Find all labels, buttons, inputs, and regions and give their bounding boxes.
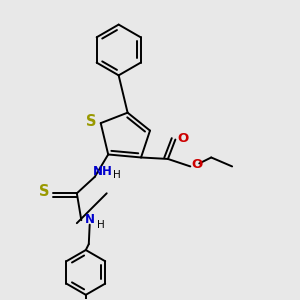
Text: NH: NH bbox=[93, 165, 113, 178]
Text: H: H bbox=[97, 220, 105, 230]
Text: H: H bbox=[113, 170, 121, 180]
Text: N: N bbox=[85, 213, 95, 226]
Text: S: S bbox=[39, 184, 50, 199]
Text: O: O bbox=[177, 132, 188, 145]
Text: O: O bbox=[191, 158, 203, 170]
Text: S: S bbox=[86, 114, 96, 129]
